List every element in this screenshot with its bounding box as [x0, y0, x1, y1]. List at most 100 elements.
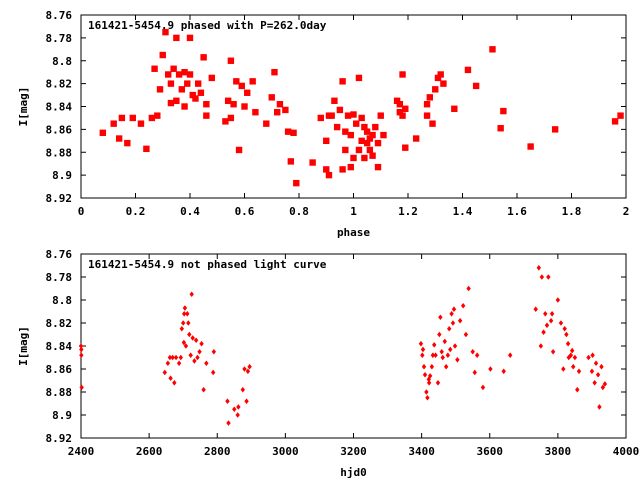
y-tick-label: 8.82	[46, 78, 73, 91]
data-point	[595, 371, 601, 378]
data-point	[474, 352, 480, 358]
data-point	[445, 352, 451, 358]
data-point	[173, 354, 179, 361]
data-point	[430, 352, 436, 358]
data-point	[342, 146, 349, 154]
data-point	[344, 112, 352, 119]
data-point	[336, 106, 344, 114]
data-point	[287, 158, 295, 165]
data-point	[527, 143, 534, 150]
y-tick-label: 8.76	[46, 9, 73, 22]
data-point	[432, 342, 437, 348]
data-point	[611, 118, 619, 125]
data-point	[366, 135, 374, 142]
data-point	[374, 139, 382, 147]
data-point	[546, 274, 551, 280]
data-point	[222, 118, 229, 125]
data-point	[189, 291, 194, 298]
data-point	[124, 139, 131, 147]
data-point	[188, 352, 193, 358]
data-point	[192, 95, 199, 102]
data-point	[195, 354, 200, 361]
data-point	[460, 302, 466, 309]
y-tick-label: 8.82	[46, 317, 73, 330]
data-point	[245, 368, 251, 375]
data-point	[186, 320, 191, 326]
data-point	[159, 51, 166, 59]
data-point	[500, 107, 507, 115]
data-point	[575, 386, 580, 393]
data-point	[339, 78, 346, 85]
data-point	[539, 274, 545, 280]
x-tick-label: 1.6	[507, 205, 527, 218]
x-tick-label: 1.8	[562, 205, 582, 218]
data-point	[184, 80, 191, 87]
data-point	[224, 97, 232, 104]
data-point	[328, 112, 335, 119]
data-point	[225, 398, 230, 404]
data-point	[562, 325, 567, 332]
data-point	[561, 366, 566, 372]
data-point	[110, 120, 117, 127]
data-point	[480, 384, 486, 391]
data-point	[181, 339, 187, 346]
x-tick-label: 3400	[408, 445, 435, 458]
data-point	[293, 179, 300, 187]
y-tick-label: 8.78	[46, 32, 73, 45]
data-point	[426, 94, 433, 101]
data-point	[353, 120, 360, 127]
data-point	[533, 306, 538, 312]
data-point	[536, 265, 541, 271]
data-point	[333, 123, 341, 131]
data-point	[347, 163, 354, 171]
data-point	[464, 66, 472, 74]
data-point	[129, 114, 136, 122]
data-point	[165, 360, 171, 367]
data-point	[358, 137, 365, 145]
data-point	[325, 171, 333, 179]
data-point	[342, 128, 349, 135]
data-point	[440, 354, 445, 361]
data-point	[374, 163, 382, 171]
x-tick-label: 4000	[613, 445, 640, 458]
data-point	[276, 101, 284, 108]
data-point	[420, 346, 426, 353]
data-point	[181, 103, 188, 110]
data-point	[236, 404, 241, 410]
plot-frame	[80, 14, 627, 199]
data-point	[543, 311, 548, 317]
data-point	[396, 101, 404, 108]
data-point	[455, 357, 460, 363]
data-point	[429, 363, 435, 370]
data-point	[538, 343, 544, 349]
data-point	[290, 129, 297, 137]
data-point	[592, 380, 597, 386]
data-point	[241, 103, 248, 110]
x-tick-label: 1.4	[453, 205, 473, 218]
data-point	[244, 398, 249, 404]
data-point	[497, 125, 504, 132]
data-point	[544, 322, 550, 329]
data-point	[232, 406, 237, 413]
data-point	[501, 368, 506, 375]
data-point	[226, 420, 231, 426]
data-point	[589, 368, 595, 375]
data-point	[203, 101, 210, 108]
y-tick-label: 8.78	[46, 271, 73, 284]
y-tick-label: 8.84	[46, 101, 73, 114]
data-point	[181, 68, 188, 76]
data-point	[555, 297, 561, 303]
data-point	[242, 366, 247, 372]
data-point	[79, 384, 84, 391]
data-point	[569, 347, 575, 354]
data-point	[200, 54, 207, 61]
data-point	[350, 154, 357, 162]
y-tick-label: 8.88	[46, 146, 73, 159]
data-point	[175, 71, 183, 78]
data-point	[203, 112, 210, 119]
data-point	[156, 86, 164, 93]
y-tick-label: 8.86	[46, 123, 73, 136]
data-point	[425, 394, 430, 401]
data-point	[590, 352, 595, 358]
data-point	[434, 74, 442, 82]
